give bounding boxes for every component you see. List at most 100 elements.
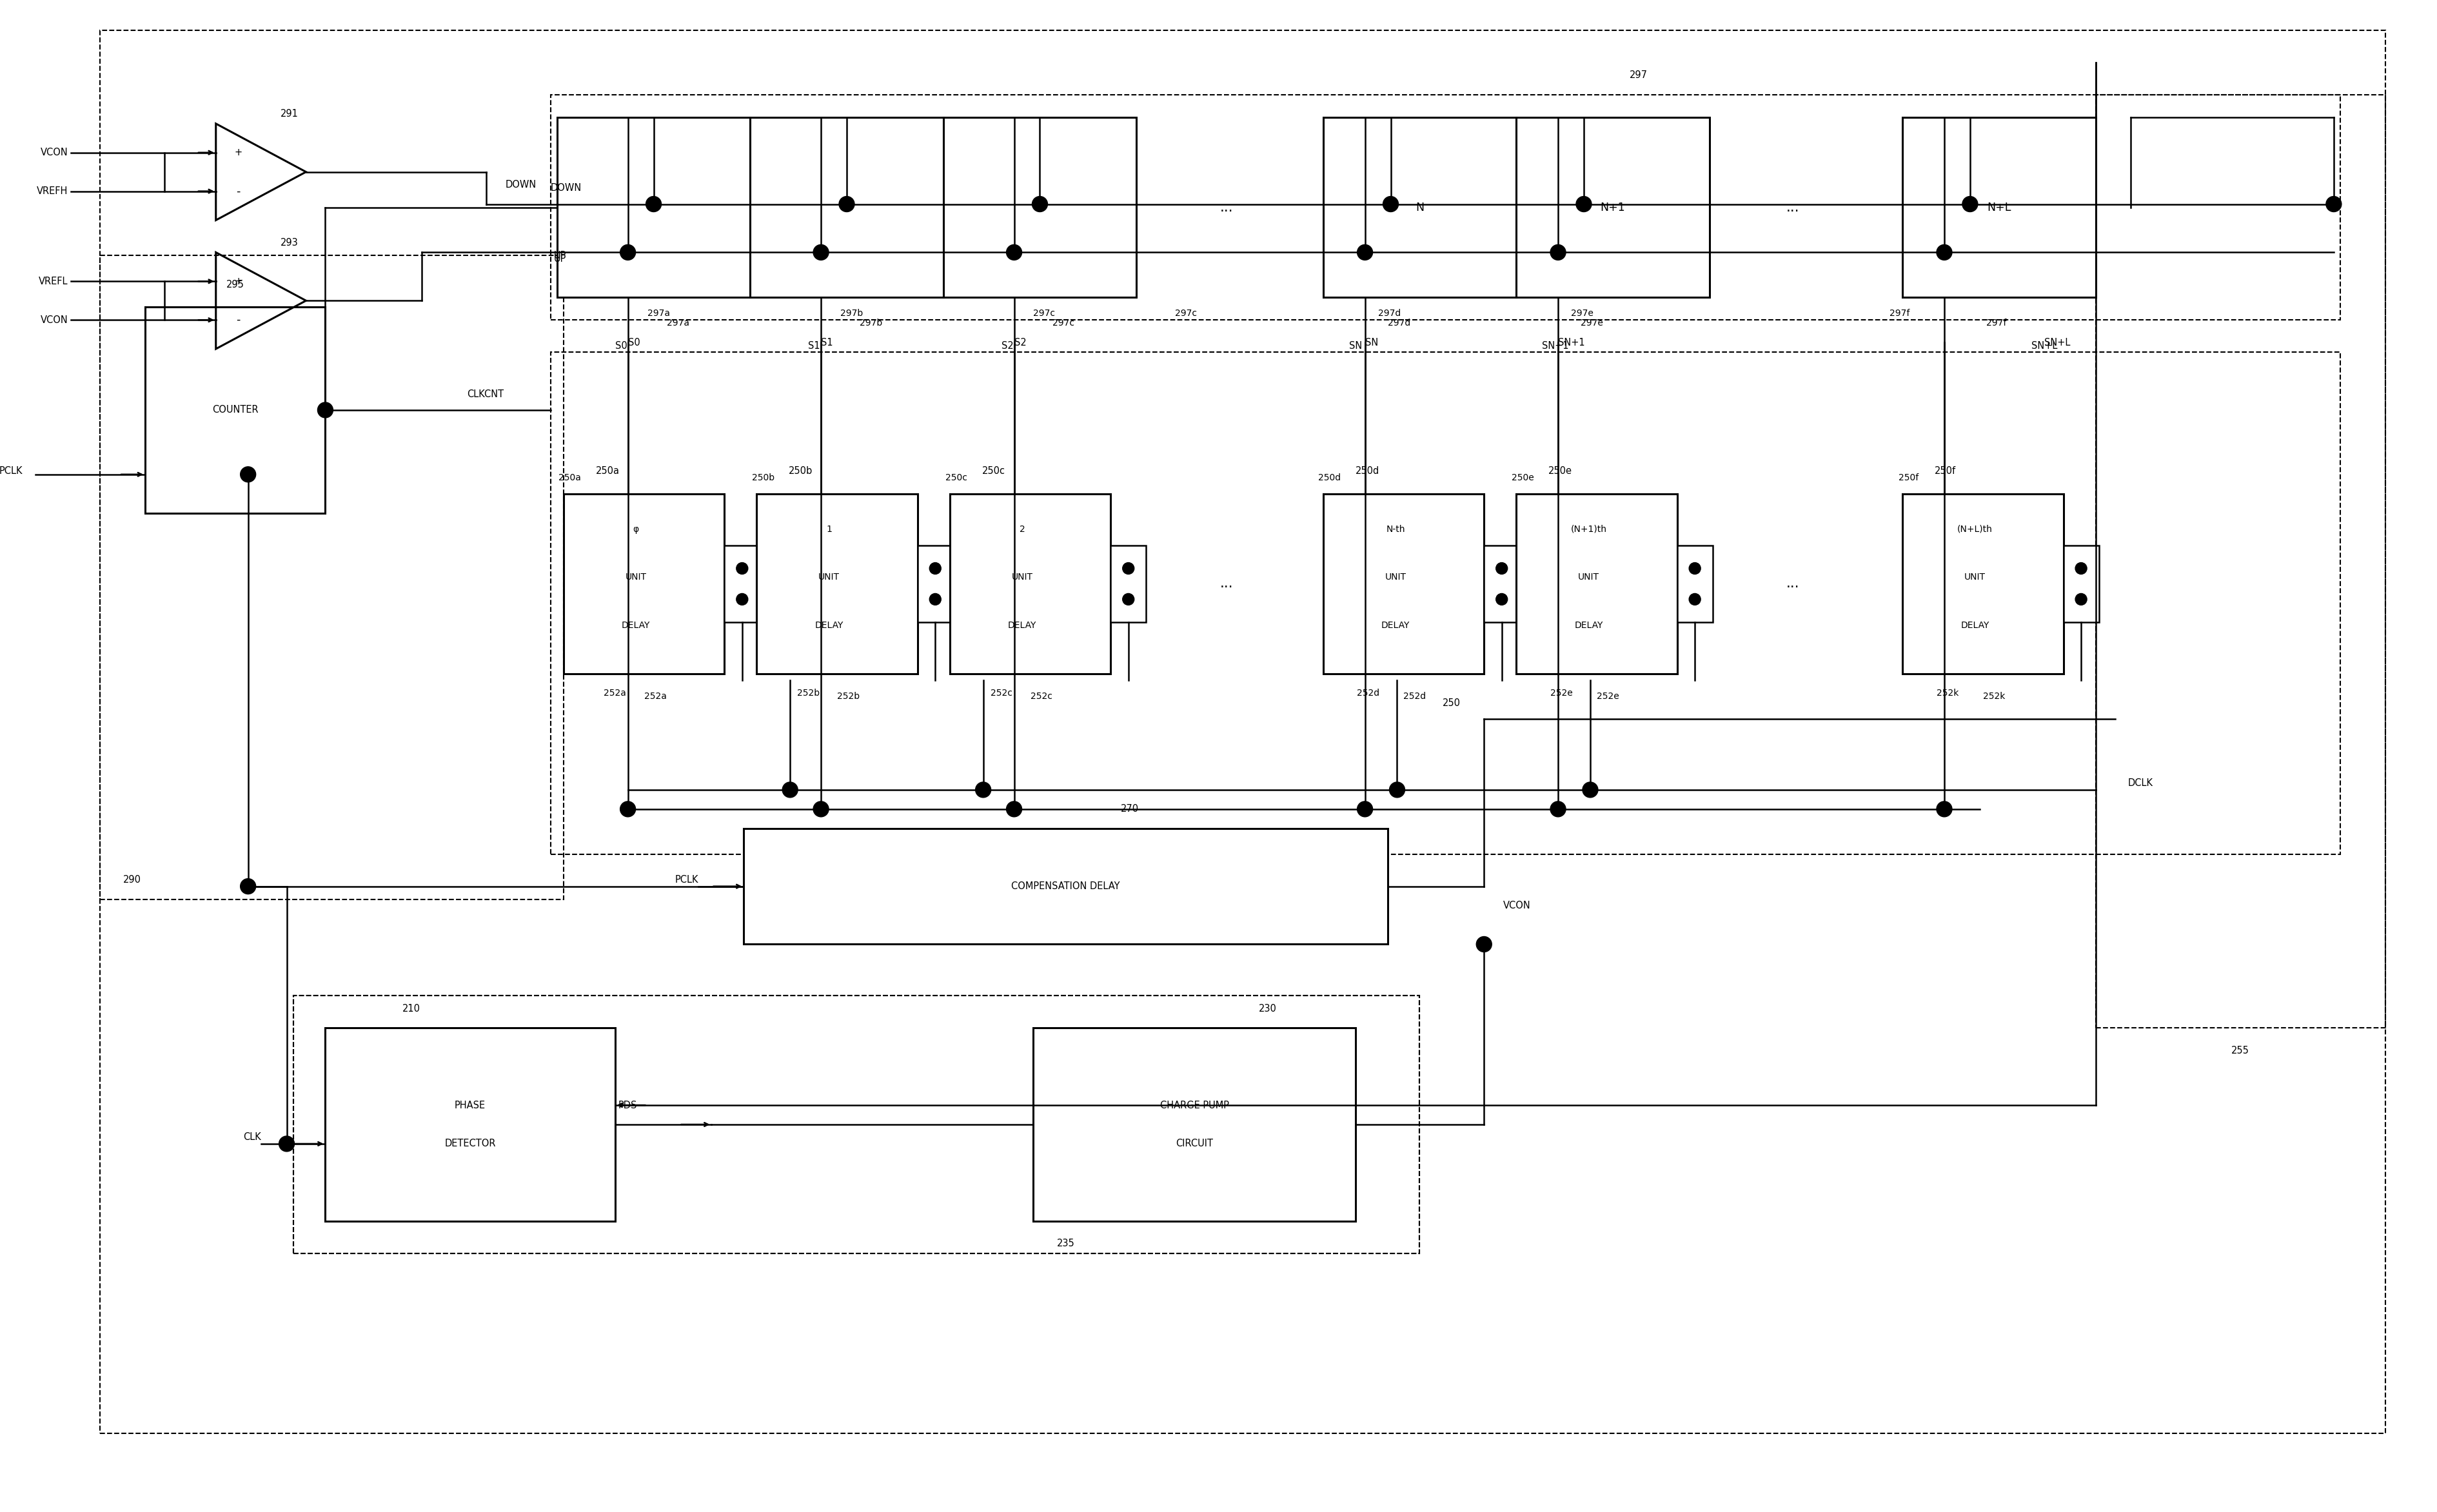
Text: 0: 0 <box>651 201 658 213</box>
FancyBboxPatch shape <box>2062 546 2098 623</box>
Circle shape <box>1006 801 1021 816</box>
Text: 297d: 297d <box>1387 319 1411 328</box>
Circle shape <box>241 878 256 894</box>
Text: 290: 290 <box>124 875 141 885</box>
FancyBboxPatch shape <box>1901 494 2062 674</box>
Text: φ: φ <box>634 525 638 534</box>
Circle shape <box>1123 562 1133 575</box>
Text: S0: S0 <box>614 340 626 351</box>
Text: 297a: 297a <box>646 308 670 318</box>
Text: SN+1: SN+1 <box>1543 340 1569 351</box>
Text: (N+1)th: (N+1)th <box>1569 525 1606 534</box>
Text: N-th: N-th <box>1387 525 1404 534</box>
Text: 250a: 250a <box>595 466 619 476</box>
Text: 297c: 297c <box>1053 319 1075 328</box>
Text: SN+1: SN+1 <box>1557 337 1584 348</box>
Circle shape <box>619 245 636 260</box>
Circle shape <box>1477 936 1491 953</box>
Text: S2: S2 <box>1014 337 1026 348</box>
Circle shape <box>1577 197 1591 212</box>
Text: PHASE: PHASE <box>456 1101 485 1110</box>
Text: 297: 297 <box>1628 71 1647 80</box>
Text: 252c: 252c <box>989 689 1011 697</box>
Text: 293: 293 <box>280 237 297 248</box>
Text: 252d: 252d <box>1357 689 1379 697</box>
Circle shape <box>2074 594 2086 605</box>
Text: SN+L: SN+L <box>2030 340 2057 351</box>
Text: UP: UP <box>553 254 565 263</box>
Text: 1: 1 <box>843 201 851 213</box>
Text: S1: S1 <box>809 340 819 351</box>
Circle shape <box>317 402 334 417</box>
Circle shape <box>1382 197 1399 212</box>
Circle shape <box>1496 562 1506 575</box>
Circle shape <box>278 1136 295 1152</box>
Text: PCLK: PCLK <box>0 466 22 476</box>
Text: 297f: 297f <box>1889 308 1908 318</box>
Text: 250d: 250d <box>1355 466 1379 476</box>
Text: PDS: PDS <box>619 1101 636 1110</box>
Text: DELAY: DELAY <box>814 621 843 631</box>
Text: (N+L)th: (N+L)th <box>1957 525 1991 534</box>
Text: 297b: 297b <box>860 319 882 328</box>
Text: VCON: VCON <box>1504 901 1530 910</box>
Circle shape <box>928 594 941 605</box>
Circle shape <box>2074 562 2086 575</box>
Text: 2: 2 <box>1019 525 1024 534</box>
Text: 250c: 250c <box>982 466 1004 476</box>
Text: 250f: 250f <box>1898 473 1918 482</box>
Circle shape <box>1357 801 1372 816</box>
Text: SN: SN <box>1365 337 1377 348</box>
Text: 252e: 252e <box>1550 689 1572 697</box>
Text: -: - <box>236 314 241 325</box>
Circle shape <box>1962 197 1976 212</box>
Circle shape <box>1689 562 1701 575</box>
Text: 250a: 250a <box>558 473 580 482</box>
Text: +: + <box>234 148 241 157</box>
Text: 252e: 252e <box>1596 692 1618 702</box>
Text: CLKCNT: CLKCNT <box>468 389 504 399</box>
Text: 291: 291 <box>280 109 297 119</box>
FancyBboxPatch shape <box>1484 546 1518 623</box>
Circle shape <box>838 197 855 212</box>
Text: 2: 2 <box>1036 201 1043 213</box>
FancyBboxPatch shape <box>943 118 1136 298</box>
Text: 297a: 297a <box>665 319 690 328</box>
Text: 250b: 250b <box>790 466 812 476</box>
FancyBboxPatch shape <box>1033 1028 1355 1222</box>
Circle shape <box>814 245 829 260</box>
Text: 235: 235 <box>1055 1238 1075 1249</box>
FancyBboxPatch shape <box>755 494 916 674</box>
FancyBboxPatch shape <box>1677 546 1713 623</box>
Circle shape <box>1550 245 1565 260</box>
Circle shape <box>241 467 256 482</box>
FancyBboxPatch shape <box>743 829 1387 945</box>
Text: DOWN: DOWN <box>504 180 536 189</box>
Text: DELAY: DELAY <box>1574 621 1604 631</box>
Circle shape <box>1935 801 1952 816</box>
FancyBboxPatch shape <box>1111 546 1145 623</box>
Text: DELAY: DELAY <box>1959 621 1989 631</box>
Text: 252c: 252c <box>1031 692 1053 702</box>
Text: UNIT: UNIT <box>1011 573 1033 582</box>
Text: 250d: 250d <box>1318 473 1340 482</box>
Circle shape <box>1935 245 1952 260</box>
Text: COUNTER: COUNTER <box>212 405 258 414</box>
Text: 252k: 252k <box>1935 689 1957 697</box>
Text: DOWN: DOWN <box>551 183 582 194</box>
Circle shape <box>1582 782 1599 797</box>
Circle shape <box>782 782 797 797</box>
Text: 297c: 297c <box>1033 308 1055 318</box>
Circle shape <box>2325 197 2342 212</box>
Text: S2: S2 <box>1002 340 1014 351</box>
Circle shape <box>619 801 636 816</box>
Text: 252a: 252a <box>643 692 665 702</box>
Text: 250b: 250b <box>751 473 775 482</box>
Text: UNIT: UNIT <box>626 573 646 582</box>
Text: 295: 295 <box>227 280 244 289</box>
Circle shape <box>1550 801 1565 816</box>
Text: N: N <box>1416 201 1423 213</box>
FancyBboxPatch shape <box>1323 118 1516 298</box>
Text: 252d: 252d <box>1404 692 1426 702</box>
Text: S0: S0 <box>629 337 641 348</box>
